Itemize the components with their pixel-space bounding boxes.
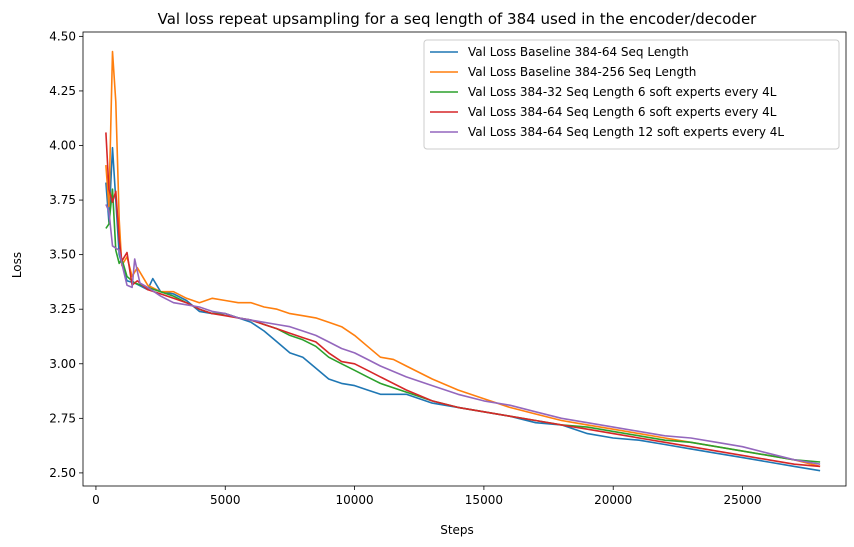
series-line-3: [105, 188, 821, 463]
y-axis-ticks: 2.50 2.75 3.00 3.25 3.50 3.75 4.00 4.25 4.50: [49, 29, 83, 480]
x-tick-label: 25000: [723, 493, 761, 507]
y-tick-label: 4.00: [49, 139, 76, 153]
x-tick-label: 20000: [594, 493, 632, 507]
y-tick-label: 2.50: [49, 466, 76, 480]
x-tick-label: 5000: [210, 493, 241, 507]
y-tick-label: 2.75: [49, 411, 76, 425]
y-tick-label: 3.25: [49, 302, 76, 316]
legend: Val Loss Baseline 384-64 Seq Length Val L…: [423, 39, 840, 150]
y-axis-label: Loss: [10, 252, 24, 278]
x-axis-ticks: 0 5000 10000 15000 20000 25000: [92, 486, 762, 507]
legend-label-3: Val Loss 384-32 Seq Length 6 soft expert…: [468, 85, 777, 99]
y-tick-label: 4.50: [49, 29, 76, 43]
series-line-5: [105, 204, 821, 465]
legend-label-2: Val Loss Baseline 384-256 Seq Length: [468, 65, 696, 79]
y-tick-label: 3.75: [49, 193, 76, 207]
plot-frame: [82, 31, 847, 487]
series-line-4: [105, 132, 821, 468]
series-line-2: [105, 50, 821, 468]
x-tick-label: 10000: [335, 493, 373, 507]
legend-label-4: Val Loss 384-64 Seq Length 6 soft expert…: [468, 105, 777, 119]
x-axis-label: Steps: [440, 523, 474, 537]
y-tick-label: 3.50: [49, 248, 76, 262]
x-tick-label: 0: [92, 493, 100, 507]
plot-area: [82, 31, 847, 487]
y-tick-label: 3.00: [49, 357, 76, 371]
legend-label-5: Val Loss 384-64 Seq Length 12 soft exper…: [468, 125, 784, 139]
y-tick-label: 4.25: [49, 84, 76, 98]
x-tick-label: 15000: [465, 493, 503, 507]
series-line-1: [105, 146, 821, 472]
chart-title: Val loss repeat upsampling for a seq len…: [158, 10, 758, 28]
legend-label-1: Val Loss Baseline 384-64 Seq Length: [468, 45, 689, 59]
series-lines: [105, 50, 821, 472]
legend-box: [423, 39, 840, 150]
